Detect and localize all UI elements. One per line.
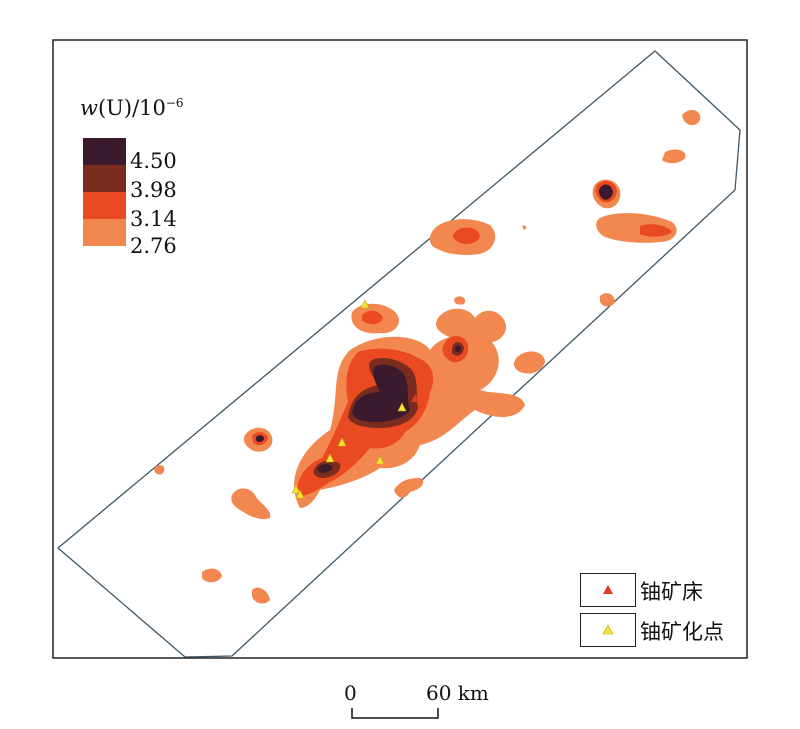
legend-title: w(U)/10−6 [80,96,184,120]
legend-label-level-2: 3.14 [130,207,177,231]
deposit-legend-label: 铀矿床 [640,580,703,604]
anomaly-level-1 [154,109,701,604]
scale-label-end: 60 km [426,681,489,705]
uranium-deposit-markers [411,394,419,402]
legend-swatch-level-4 [83,138,126,165]
legend-swatch-level-3 [83,165,126,192]
anomaly-level-4 [256,184,613,473]
legend-swatch-level-2 [83,192,126,219]
occurrence-legend-label: 铀矿化点 [640,620,724,644]
survey-area-outline [56,50,741,658]
legend-swatch-level-1 [83,219,126,246]
scale-label-start: 0 [344,681,357,705]
occurrence-triangle-icon [602,624,614,635]
deposit-legend-box [580,573,636,607]
deposit-triangle-icon [603,585,613,594]
legend-label-level-3: 3.98 [130,178,177,202]
legend-label-level-1: 2.76 [130,234,177,258]
map-frame [52,39,748,659]
scale-bar [351,708,439,719]
uranium-occurrence-markers [291,299,407,499]
occurrence-legend-box [580,613,636,647]
legend-label-level-4: 4.50 [130,149,177,173]
